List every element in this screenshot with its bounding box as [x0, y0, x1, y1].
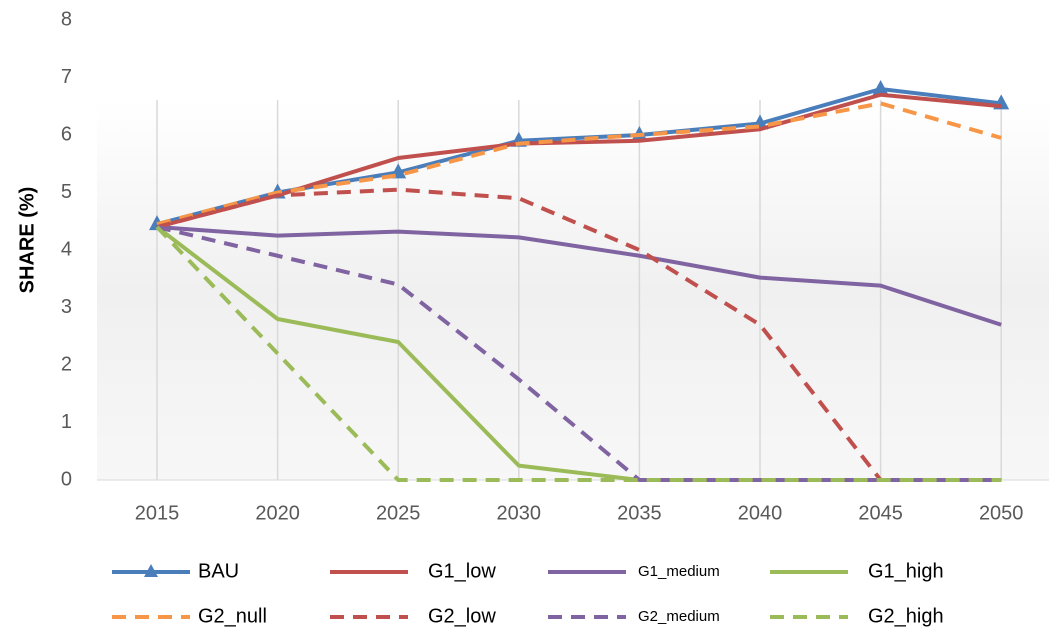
x-tick-label: 2030	[497, 502, 542, 524]
point-marker	[872, 80, 889, 95]
series-line	[156, 187, 1002, 482]
y-tick-label: 1	[61, 411, 72, 433]
y-tick-label: 8	[61, 8, 72, 30]
y-tick-label: 4	[61, 238, 72, 260]
legend-label: BAU	[198, 560, 239, 582]
x-tick-label: 2015	[135, 502, 180, 524]
y-tick-label: 5	[61, 181, 72, 203]
legend-label: G1_low	[428, 560, 496, 582]
legend-label: G2_high	[868, 605, 944, 627]
legend-label: G1_medium	[638, 563, 720, 580]
y-tick-label: 7	[61, 66, 72, 88]
legend-label: G1_high	[868, 560, 944, 582]
x-tick-label: 2045	[858, 502, 903, 524]
legend-label: G2_medium	[638, 608, 720, 625]
legend-marker	[144, 564, 158, 577]
y-tick-label: 3	[61, 296, 72, 318]
x-tick-label: 2020	[255, 502, 300, 524]
legend-label: G2_low	[428, 605, 496, 627]
x-tick-label: 2040	[738, 502, 783, 524]
series-line	[156, 101, 1002, 227]
y-tick-label: 6	[61, 123, 72, 145]
series-line	[156, 225, 1002, 327]
series-line	[155, 225, 1002, 482]
y-axis-label: SHARE (%)	[16, 187, 38, 294]
x-tick-label: 2035	[617, 502, 662, 524]
series-line	[156, 225, 1002, 482]
legend-label: G2_null	[198, 605, 267, 627]
x-tick-label: 2050	[979, 502, 1024, 524]
y-tick-label: 0	[61, 468, 72, 490]
x-tick-label: 2025	[376, 502, 421, 524]
y-tick-label: 2	[61, 353, 72, 375]
